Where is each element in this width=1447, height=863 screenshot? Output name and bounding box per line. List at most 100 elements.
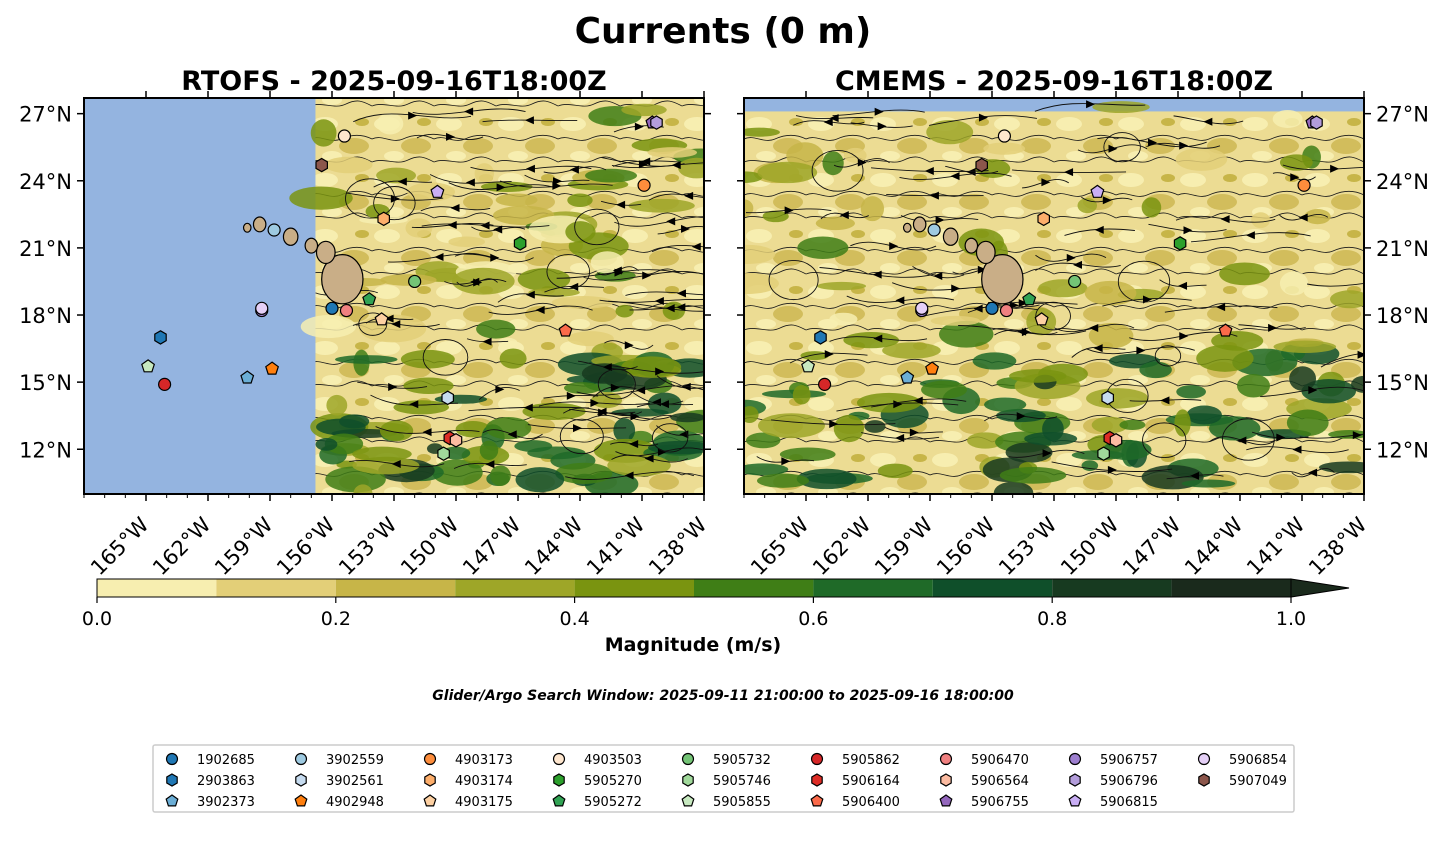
platform-marker-5905270	[1173, 236, 1187, 251]
streamline-arrow	[507, 430, 517, 439]
streamline-arrow	[535, 305, 545, 314]
lat-tick-label: 12°N	[19, 438, 72, 462]
magnitude-patch	[400, 349, 455, 369]
legend-marker-5906854	[1197, 752, 1211, 766]
magnitude-patch	[555, 462, 613, 484]
lon-tick-label: 147°W	[458, 512, 526, 580]
magnitude-patch	[517, 268, 571, 291]
magnitude-patch	[352, 446, 412, 462]
magnitude-patch	[476, 319, 516, 339]
legend-label-5906815: 5906815	[1100, 795, 1158, 810]
streamline-arrow	[397, 177, 407, 186]
magnitude-patch	[393, 400, 449, 415]
magnitude-patch	[315, 437, 338, 451]
platform-marker-5906564	[1109, 433, 1123, 448]
legend-label-3902559: 3902559	[326, 753, 384, 768]
streamline-arrow	[1220, 215, 1230, 224]
streamline-arrow	[1298, 213, 1308, 222]
lon-tick-label: 159°W	[870, 512, 938, 580]
streamline-arrow	[384, 314, 394, 323]
magnitude-patch	[744, 272, 779, 295]
eddy-streamline	[1103, 132, 1141, 163]
magnitude-patch	[860, 196, 885, 222]
lat-tick-label: 24°N	[19, 170, 72, 194]
platform-marker-5905746	[1097, 446, 1110, 461]
streamline-arrow	[913, 396, 923, 405]
colorbar-tick-label: 0.0	[82, 608, 112, 630]
streamline-arrow	[666, 217, 676, 226]
eddy-streamline	[597, 368, 636, 400]
legend-marker-4903174	[424, 773, 436, 787]
legend-label-5906400: 5906400	[842, 795, 900, 810]
platform-marker-2903863	[154, 330, 167, 345]
lon-tick-label: 165°W	[746, 512, 814, 580]
platform-marker-3902561	[441, 390, 454, 406]
streamline-arrow	[1143, 295, 1153, 304]
magnitude-patch	[615, 304, 634, 318]
streamline-arrow	[493, 225, 503, 234]
lon-tick-label: 156°W	[272, 512, 340, 580]
streamline-arrow	[1041, 178, 1051, 187]
colorbar-tick-label: 0.4	[559, 608, 589, 630]
magnitude-patch	[339, 414, 370, 429]
axes-ticks	[77, 91, 1371, 501]
magnitude-patch	[1176, 385, 1206, 399]
magnitude-patch	[1084, 280, 1137, 306]
eddy-streamline	[1035, 301, 1071, 331]
streamline-arrow	[1352, 431, 1362, 440]
streamline-arrow	[659, 400, 669, 409]
streamline-arrow	[629, 440, 639, 449]
platform-marker-5906854	[915, 301, 929, 315]
legend-label-4903173: 4903173	[455, 753, 513, 768]
colorbar-segment	[97, 579, 217, 597]
magnitude-patch	[497, 337, 518, 348]
island-landmass	[975, 240, 996, 265]
magnitude-patch	[829, 312, 858, 326]
platform-marker-4903175	[1034, 312, 1049, 326]
streamline-arrow	[524, 116, 534, 125]
streamline-arrow	[422, 428, 432, 437]
lon-tick-label: 150°W	[396, 512, 464, 580]
magnitude-patch	[581, 363, 628, 384]
cmems-no-data-strip	[744, 98, 1364, 112]
legend-marker-3902373	[165, 794, 179, 807]
lon-tick-label: 141°W	[582, 512, 650, 580]
platform-marker-5905732	[1068, 274, 1082, 289]
colorbar-segment	[932, 579, 1053, 597]
rtofs-map	[84, 98, 704, 494]
magnitude-patch	[1174, 409, 1191, 437]
streamline-arrow	[1108, 144, 1118, 153]
legend-label-5906757: 5906757	[1100, 753, 1158, 768]
streamline-arrow	[651, 398, 661, 407]
lon-tick-label: 159°W	[210, 512, 278, 580]
colorbar-tick-label: 0.8	[1037, 608, 1067, 630]
streamline-arrow	[569, 165, 579, 174]
lon-tick-label: 144°W	[1180, 512, 1248, 580]
streamline-arrow	[1107, 465, 1117, 474]
streamline-arrow	[602, 363, 612, 372]
magnitude-patch	[796, 468, 857, 490]
magnitude-patch	[1009, 369, 1067, 383]
legend-label-5905272: 5905272	[584, 795, 642, 810]
streamline-arrow	[655, 367, 665, 376]
cmems-map	[744, 98, 1364, 494]
colorbar-tick-label: 1.0	[1276, 608, 1306, 630]
streamline-arrow	[388, 383, 398, 392]
streamline-arrow	[1021, 328, 1031, 337]
magnitude-patch	[815, 216, 855, 231]
magnitude-patch	[567, 331, 614, 347]
streamline-arrow	[909, 428, 919, 437]
magnitude-patch	[1286, 409, 1329, 436]
streamline-arrow	[893, 400, 903, 409]
magnitude-patch	[1273, 340, 1337, 353]
eddy-streamline	[546, 254, 591, 290]
legend-label-5906854: 5906854	[1229, 753, 1287, 768]
magnitude-patch	[563, 382, 601, 394]
streamline-arrow	[624, 341, 634, 350]
eddy-streamline	[1154, 345, 1182, 367]
legend-marker-3902561	[295, 773, 307, 787]
streamline-arrow	[552, 177, 562, 186]
legend-marker-5905732	[681, 752, 695, 766]
magnitude-patch	[921, 380, 968, 399]
platform-marker-5906796	[650, 115, 663, 130]
